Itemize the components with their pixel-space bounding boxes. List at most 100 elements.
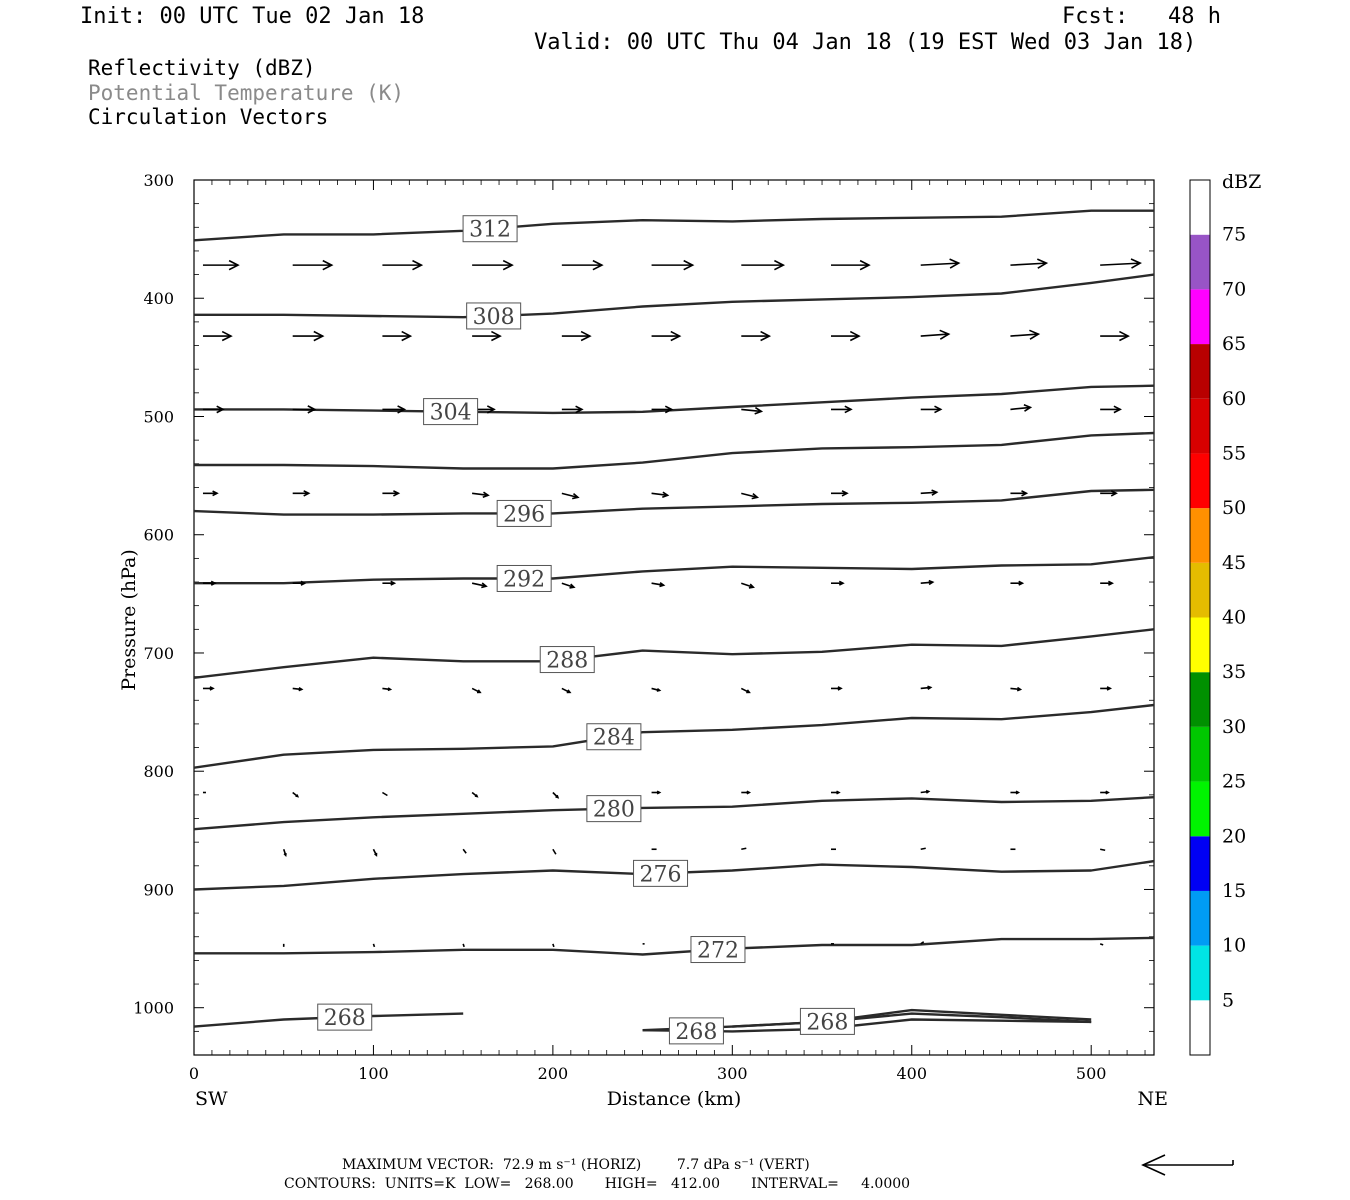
y-tick-label: 400 [143, 289, 174, 308]
circulation-vector-head [849, 330, 861, 342]
circulation-vector-head [746, 689, 751, 694]
theta-contour [194, 556, 1154, 585]
circulation-vector-head [1018, 580, 1025, 586]
colorbar-tick-label: 35 [1222, 661, 1246, 683]
circulation-vector [920, 941, 925, 945]
y-tick-label: 1000 [133, 999, 174, 1018]
colorbar-tick-label: 15 [1222, 880, 1246, 902]
circulation-vector [1100, 262, 1141, 266]
circulation-vector-head [374, 852, 378, 857]
circulation-vector-head [683, 259, 695, 271]
contour-label: 284 [593, 726, 635, 751]
circulation-vector-head [322, 259, 334, 271]
circulation-vector-head [949, 258, 961, 269]
circulation-vector-head [1106, 686, 1113, 691]
contour-label-box [423, 398, 479, 426]
contour-label-box [690, 936, 746, 964]
circulation-vector-head [481, 582, 488, 589]
colorbar-segment [1190, 836, 1210, 891]
circulation-vector [920, 581, 933, 585]
contour-label: 296 [503, 502, 545, 527]
circulation-vector [1010, 333, 1039, 337]
y-tick-label: 800 [143, 762, 174, 781]
max-vector-text: MAXIMUM VECTOR: 72.9 m s⁻¹ (HORIZ) 7.7 d… [342, 1157, 810, 1173]
contour-label: 312 [469, 218, 511, 243]
colorbar-title: dBZ [1222, 171, 1261, 193]
circulation-vector-head [656, 687, 662, 692]
contour-label-box [586, 795, 642, 823]
circulation-vector-head [482, 491, 490, 499]
circulation-vector-head [228, 259, 240, 271]
circulation-vector-head [670, 330, 682, 342]
circulation-vector [462, 848, 467, 854]
circulation-vector-head [566, 689, 572, 694]
contour-label-box [799, 1007, 855, 1035]
circulation-vector-head [1021, 490, 1029, 497]
circulation-vector-head [387, 687, 393, 692]
circulation-vector-head [476, 689, 482, 694]
contour-label: 272 [697, 939, 739, 964]
circulation-vector-head [751, 492, 760, 500]
circulation-vector [741, 582, 754, 588]
contour-label: 292 [503, 567, 545, 592]
colorbar-segment [1190, 781, 1210, 837]
circulation-vector-head [662, 491, 670, 499]
circulation-vector [462, 943, 465, 948]
contour-label: 304 [430, 401, 472, 426]
contour-label-box [633, 859, 689, 887]
circulation-vector-head [748, 583, 755, 589]
circulation-vector-head [1105, 790, 1110, 795]
colorbar-segment [1190, 890, 1210, 946]
circulation-vector [1010, 406, 1031, 411]
circulation-vector-head [927, 685, 933, 690]
circulation-vector-head [298, 687, 304, 692]
circulation-vector-head [754, 406, 764, 415]
circulation-vector-head [934, 405, 943, 414]
circulation-vector [920, 491, 937, 495]
circulation-vector [920, 262, 959, 266]
colorbar-tick-label: 50 [1222, 497, 1246, 519]
circulation-vector-head [221, 330, 233, 342]
circulation-vector-head [313, 330, 325, 342]
y-axis-label: Pressure (hPa) [118, 549, 140, 691]
colorbar-segment [1190, 234, 1210, 290]
colorbar-segment [1190, 726, 1210, 782]
circulation-vector [381, 791, 388, 797]
contour-info-text: CONTOURS: UNITS=K LOW= 268.00 HIGH= 412.… [284, 1176, 911, 1192]
colorbar-segment [1190, 180, 1210, 235]
circulation-vector [741, 847, 747, 851]
circulation-vector-head [555, 794, 560, 799]
circulation-vector-head [307, 405, 317, 414]
circulation-vector-head [1110, 490, 1118, 497]
circulation-vector-head [1029, 329, 1041, 340]
theta-contour [194, 488, 1154, 516]
circulation-vector-head [656, 790, 662, 795]
field-theta: Potential Temperature (K) [88, 81, 405, 105]
circulation-vector-head [841, 490, 849, 497]
colorbar-segment [1190, 672, 1210, 727]
y-tick-label: 600 [143, 526, 174, 545]
circulation-vector-head [1119, 330, 1130, 342]
circulation-vector-head [838, 580, 845, 586]
contour-label: 268 [675, 1020, 717, 1045]
circulation-vector-head [502, 259, 514, 271]
circulation-vector [372, 943, 376, 948]
theta-contour [194, 796, 1154, 831]
contour-label-box [466, 302, 522, 330]
x-tick-label: 200 [538, 1064, 569, 1083]
reference-vector-head [1141, 1154, 1166, 1176]
circulation-vector-head [401, 330, 413, 342]
circulation-vector [1100, 848, 1106, 852]
colorbar-segment [1190, 945, 1210, 1001]
circulation-vector-head [575, 405, 584, 414]
x-end-label-right: NE [1138, 1088, 1169, 1110]
x-axis-label: Distance (km) [607, 1088, 742, 1110]
circulation-vector [1099, 943, 1104, 946]
colorbar-tick-label: 75 [1222, 224, 1246, 246]
circulation-vector-head [212, 490, 219, 497]
x-tick-label: 500 [1076, 1064, 1107, 1083]
circulation-vector-head [209, 686, 215, 691]
colorbar-tick-label: 70 [1222, 278, 1246, 300]
colorbar-tick-label: 45 [1222, 552, 1246, 574]
